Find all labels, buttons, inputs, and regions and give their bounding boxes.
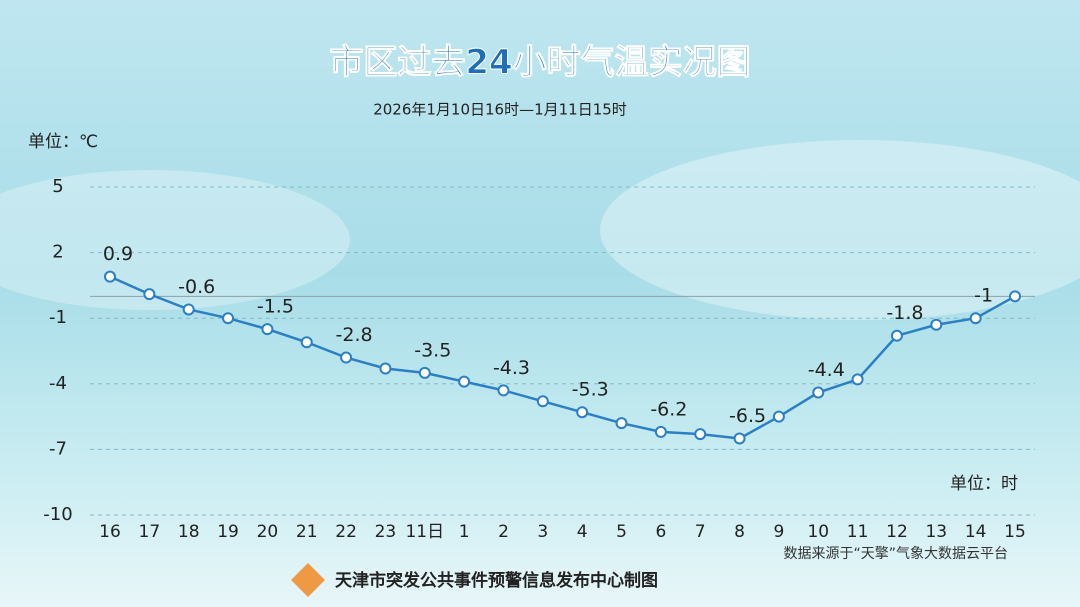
x-tick-label: 18 [178,522,200,542]
x-tick-label: 11 [847,522,869,542]
x-tick-label: 10 [807,522,829,542]
y-tick-label: -10 [43,504,72,525]
y-tick-label: 2 [52,242,63,263]
x-tick-label: 7 [695,522,706,542]
point [576,406,589,419]
x-tick-label: 19 [217,522,239,542]
point [300,336,313,349]
point [851,373,864,386]
point [182,303,195,316]
point [104,270,116,283]
x-tick-label: 3 [537,522,548,542]
logo [291,563,325,597]
x-tick-label: 4 [577,522,588,542]
point [261,323,274,336]
point [536,395,549,408]
value-label: -5.3 [572,379,609,401]
point [615,417,628,430]
x-tick-label: 8 [734,522,745,542]
x-tick-label: 16 [99,522,121,542]
point [379,362,392,375]
x-tick-label: 12 [886,522,908,542]
x-tick-label: 11日 [405,522,444,542]
subtitle: 2026年1月10日16时—1月11日15时 [373,101,627,119]
point [930,318,943,331]
x-tick-label: 5 [616,522,627,542]
value-label: -1.8 [886,302,923,324]
y-tick-label: -7 [49,438,67,459]
x-tick-label: 15 [1004,522,1026,542]
point [497,384,510,397]
x-tick-label: 17 [139,522,161,542]
cloud [600,140,1080,320]
x-tick-label: 22 [335,522,357,542]
x-tick-label: 6 [655,522,666,542]
x-unit: 单位：时 [950,474,1018,494]
value-label: -2.8 [336,324,373,346]
value-label: -1 [974,285,993,307]
point [654,425,667,438]
point [143,288,156,301]
y-tick-label: -1 [49,307,67,328]
point [969,312,982,325]
point [694,428,707,441]
value-label: -0.6 [178,276,215,298]
cloud [0,170,350,310]
value-label: -1.5 [257,296,294,318]
point [890,329,903,342]
y-tick-label: 5 [52,176,63,197]
x-tick-label: 1 [459,522,470,542]
point [1009,290,1021,303]
x-tick-label: 2 [498,522,509,542]
x-tick-label: 20 [257,522,279,542]
point [812,386,825,399]
value-label: 0.9 [103,243,133,265]
point [340,351,353,364]
x-tick-label: 13 [925,522,947,542]
chart-title: 市区过去24小时气温实况图 [329,43,750,83]
x-tick-label: 14 [965,522,987,542]
y-tick-label: -4 [49,373,67,394]
x-tick-label: 9 [773,522,784,542]
value-label: -4.3 [493,357,530,379]
y-unit: 单位：℃ [28,132,98,152]
value-label: -4.4 [808,359,845,381]
value-label: -3.5 [414,339,451,361]
value-label: -6.2 [650,398,687,420]
point [733,432,746,445]
source: 数据来源于“天擎”气象大数据云平台 [783,546,1008,562]
point [458,375,471,388]
x-tick-label: 23 [375,522,397,542]
point [772,410,785,423]
x-tick-label: 21 [296,522,318,542]
line [109,275,1016,440]
point [222,312,235,325]
footer: 天津市突发公共事件预警信息发布中心制图 [335,570,658,591]
value-label: -6.5 [729,405,766,427]
point [418,366,431,379]
